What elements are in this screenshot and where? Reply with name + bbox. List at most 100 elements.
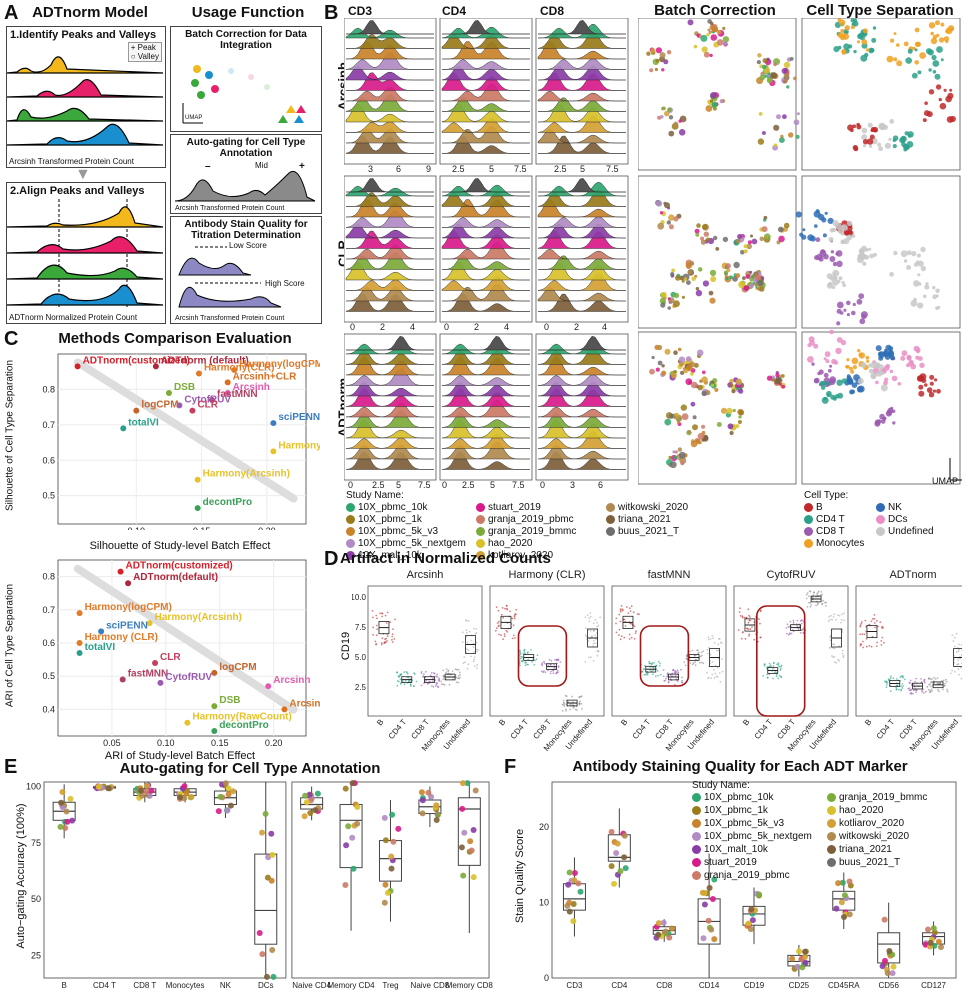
umap-point [828,236,834,242]
box-point [621,832,628,839]
violin-point [706,672,708,674]
violin-point [540,670,543,673]
violin-point [619,609,622,611]
high-score-label: High Score [265,279,305,288]
curve-green [7,107,163,122]
violin-point [466,648,468,650]
violin-point [842,654,845,657]
violin-point [883,680,886,683]
ridge-density [537,273,626,291]
umap-point [677,447,683,452]
umap-point [868,368,874,374]
umap-point [906,250,912,256]
violin-point [808,595,810,598]
violin-point [552,669,554,672]
legend-valley: Valley [137,52,159,61]
violin-point [706,648,709,651]
box-point [564,902,571,909]
study-f-legend-item: hao_2020 [827,805,884,816]
violin-point [871,618,874,620]
legend-swatch [346,514,355,524]
violin-point [800,622,803,625]
violin-point [457,668,460,671]
violin-point [667,681,670,684]
violin-point [674,671,677,674]
x-tick-label: CD25 [789,981,810,990]
scatter-point [146,620,153,627]
legend-swatch [692,844,701,854]
umap-point [839,19,846,26]
violin-point [865,630,867,633]
violin-point [709,653,712,656]
violin-point [777,662,780,664]
violin-point [796,619,799,622]
violin-point [523,651,526,654]
umap-point [819,380,826,387]
violin-point [563,703,565,706]
violin-point [865,637,868,640]
violin-point [816,593,818,595]
violin-point [929,691,932,693]
violin-point [954,636,956,639]
point-label: Harmony (CLR) [85,632,158,643]
violin-point [777,663,780,666]
umap-point [889,271,894,277]
autogating-boxplot: B CD4 T CD8 T Monocytes NK DCs Naive CD4Memory… [26,780,493,990]
umap-point [770,72,778,79]
violin-point [502,616,504,619]
violin-point [597,649,600,652]
umap-point [862,28,868,34]
tick: 5 [396,480,402,490]
box-point [270,973,277,980]
violin-point [572,706,575,709]
scatter-point [211,728,218,735]
violin-point [420,684,423,687]
violin-point [477,649,480,651]
box-point [177,794,183,801]
umap-point [947,92,954,99]
umap-point [783,222,790,229]
umap-point [650,48,656,54]
box-point [269,947,276,953]
umap-point [697,384,703,391]
study-f-legend-item: kotliarov_2020 [827,818,904,829]
violin-point [957,663,960,666]
violin-point [751,626,753,628]
scatter-point [281,706,288,713]
method-title: Arcsinh [407,569,444,581]
box-point [655,920,662,927]
umap-point [842,33,850,40]
x-tick-label: CD4 T [875,717,897,740]
umap-point [749,270,753,274]
violin-point [584,616,587,619]
violin-point [380,642,383,644]
violin-point [629,610,632,612]
scatter-point [76,610,83,617]
umap-point [915,347,921,353]
legend-swatch [476,502,485,512]
box-point [64,818,71,825]
ridge-density [537,406,626,418]
umap-point [922,118,927,123]
study-legend-b: Study Name: 10X_pbmc_10k 10X_pbmc_1k 10X_p… [346,490,786,561]
legend-swatch [827,831,836,841]
usage3-density [178,246,282,308]
violin-point [674,670,676,672]
umap-point [700,239,706,245]
umap-point [938,37,945,43]
umap-point [878,364,884,370]
ridge-density [442,283,530,302]
violin-point [836,614,839,617]
violin-point [832,656,835,659]
violin-point [498,620,500,623]
umap-point [838,276,843,281]
box-point [418,789,425,796]
umap-point [834,394,840,399]
umap-point [914,60,919,65]
legend-label: stuart_2019 [488,502,541,513]
legend-swatch [692,792,701,802]
violin-point [498,624,500,627]
violin-point [955,632,958,635]
tick: 0 [348,480,354,490]
x-tick-label: CD8 [656,981,673,990]
